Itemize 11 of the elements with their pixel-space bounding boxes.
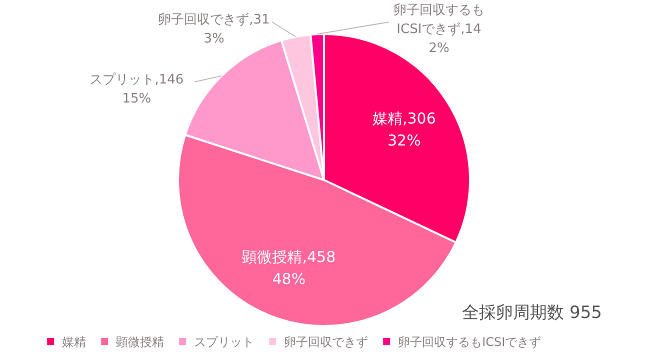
data-label: 卵子回収するも ICSIできず,14 2%	[394, 3, 484, 56]
text: 全採卵周期数 955	[462, 303, 602, 323]
legend-label: 卵子回収するもICSIできず	[398, 335, 542, 349]
legend-label: スプリット	[194, 335, 254, 349]
data-label: 媒精,306 32%	[372, 109, 436, 150]
data-label: 顕微授精,458 48%	[241, 248, 336, 288]
legend-label: 卵子回収できず	[284, 335, 368, 349]
data-label: 卵子回収できず,31 3%	[158, 12, 270, 46]
legend-label: 媒精	[62, 335, 86, 349]
data-label: スプリット,146 15%	[90, 72, 184, 106]
legend-label: 顕微授精	[115, 335, 164, 349]
